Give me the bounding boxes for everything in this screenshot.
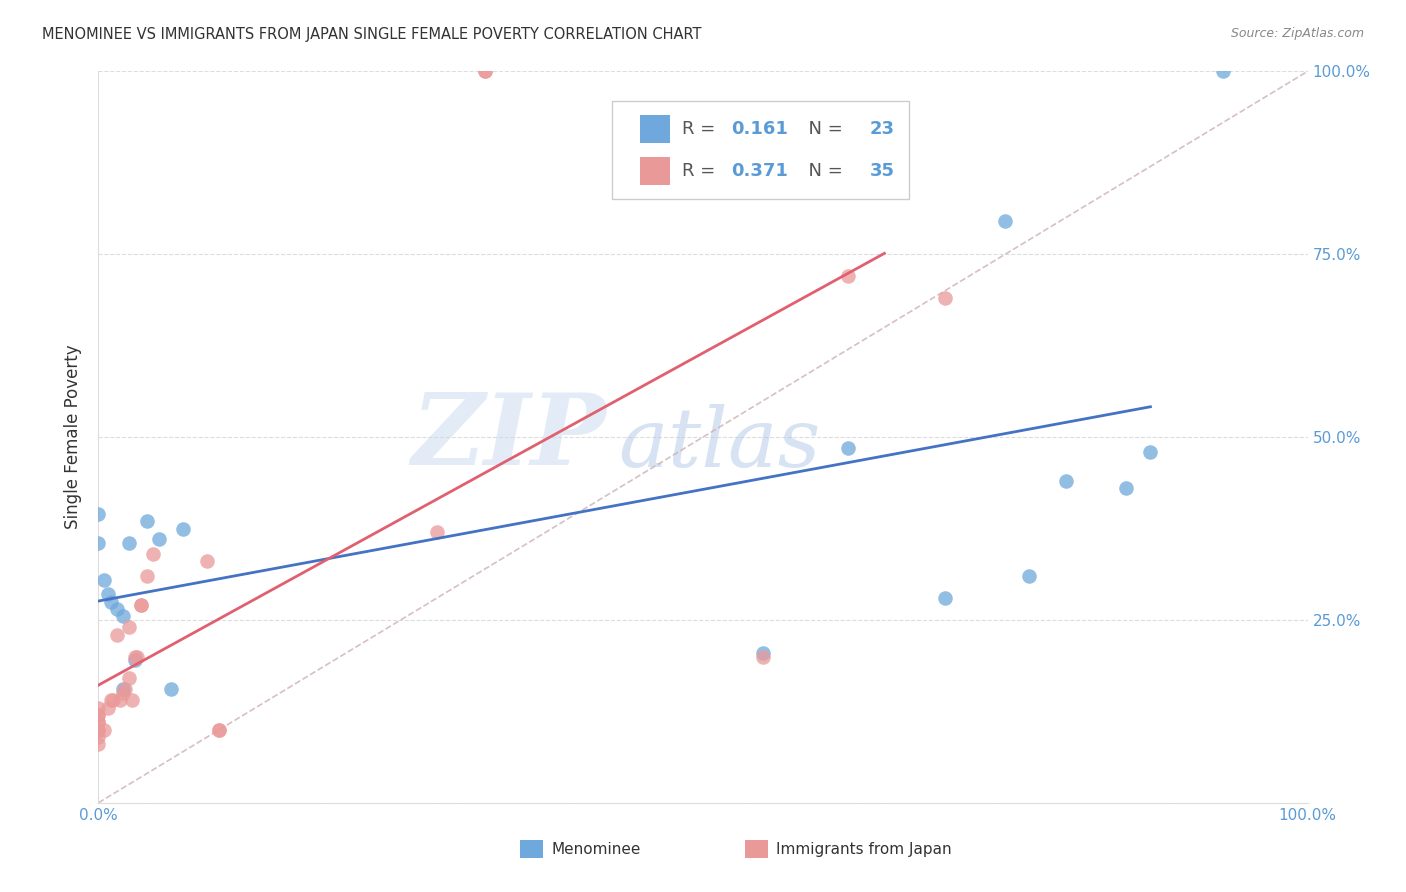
Text: Menominee: Menominee [551,842,641,856]
Point [87,507,110,521]
Point [101,693,124,707]
Point [148,533,170,547]
Point [87,723,110,737]
Point [752,646,775,660]
Point [195,554,218,568]
Point [87,730,110,744]
Text: atlas: atlas [619,404,821,484]
Point [474,64,496,78]
Point [135,514,157,528]
Point [1212,64,1234,78]
Point [87,708,110,723]
Point [752,649,775,664]
Point [208,723,231,737]
Point [1018,569,1040,583]
Point [837,441,859,455]
Text: 0.371: 0.371 [731,162,787,180]
Point [100,693,122,707]
Point [994,214,1017,228]
Point [129,599,152,613]
Point [118,620,141,634]
Point [87,723,110,737]
FancyBboxPatch shape [640,115,671,143]
Text: N =: N = [797,120,849,138]
Text: MENOMINEE VS IMMIGRANTS FROM JAPAN SINGLE FEMALE POVERTY CORRELATION CHART: MENOMINEE VS IMMIGRANTS FROM JAPAN SINGL… [42,27,702,42]
Point [111,609,134,624]
Point [129,599,152,613]
Point [100,594,122,608]
Point [87,737,110,751]
Point [118,672,141,686]
Point [1054,474,1077,488]
Point [97,587,120,601]
Point [1139,444,1161,458]
Point [172,521,194,535]
Point [87,708,110,723]
Text: ZIP: ZIP [412,389,606,485]
Text: R =: R = [682,120,721,138]
Point [127,649,149,664]
Point [93,723,115,737]
Point [837,269,859,284]
Point [87,715,110,730]
Point [1115,481,1137,495]
Point [105,627,128,641]
Point [142,547,165,561]
Point [124,649,146,664]
Point [111,682,134,697]
Point [124,653,146,667]
Point [118,536,141,550]
Point [934,291,956,305]
Point [135,569,157,583]
Text: N =: N = [797,162,849,180]
Point [114,682,136,697]
Point [208,723,231,737]
Text: R =: R = [682,162,721,180]
Point [121,693,143,707]
Point [87,536,110,550]
Point [160,682,183,697]
Point [93,573,115,587]
Text: Source: ZipAtlas.com: Source: ZipAtlas.com [1230,27,1364,40]
Point [108,693,131,707]
FancyBboxPatch shape [640,157,671,185]
Point [87,700,110,714]
Point [474,64,496,78]
Text: Immigrants from Japan: Immigrants from Japan [776,842,952,856]
Y-axis label: Single Female Poverty: Single Female Poverty [65,345,83,529]
Text: 0.161: 0.161 [731,120,787,138]
Point [426,525,449,540]
Text: 35: 35 [870,162,894,180]
Point [105,602,128,616]
Point [111,686,134,700]
FancyBboxPatch shape [613,101,908,200]
Point [934,591,956,605]
Point [87,715,110,730]
Text: 23: 23 [870,120,894,138]
Point [97,700,120,714]
